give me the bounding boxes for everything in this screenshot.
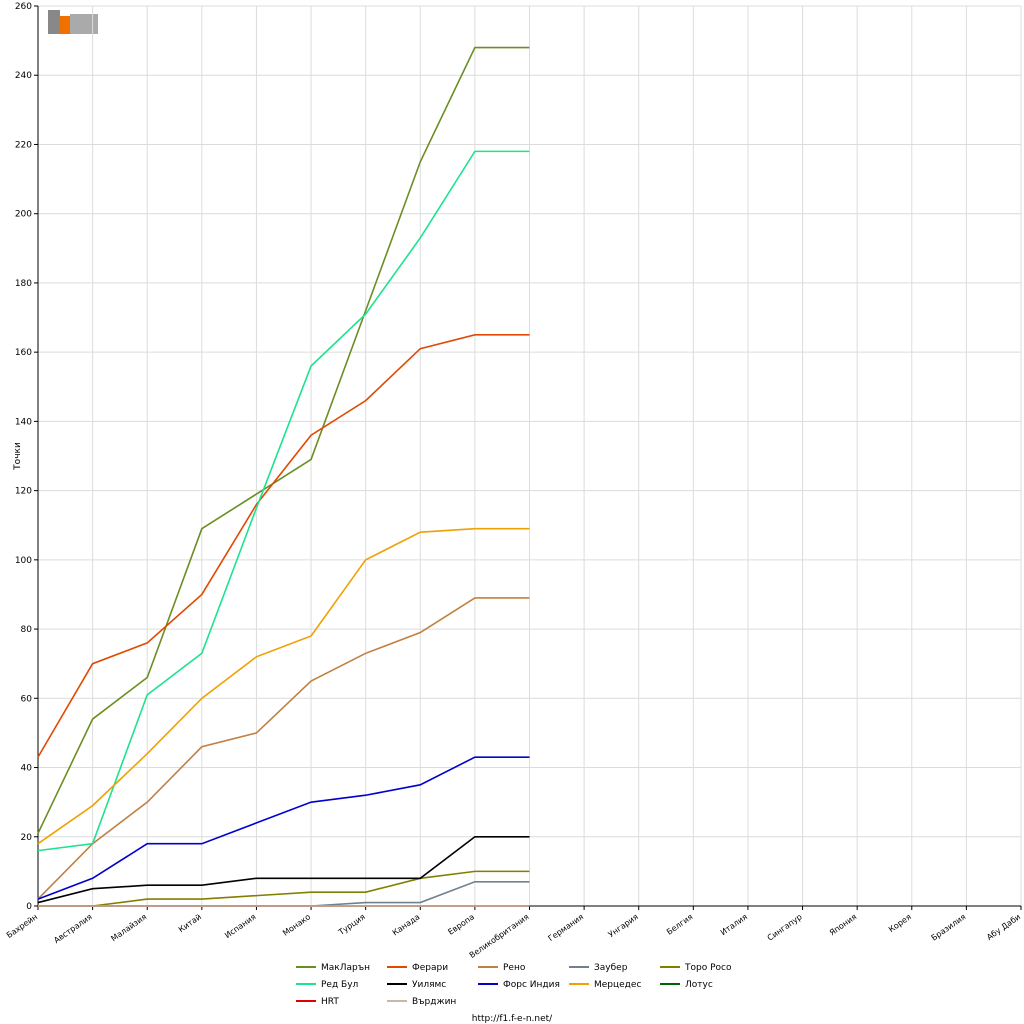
x-tick-label: Корея [887,912,913,934]
x-tick-label: Европа [446,912,476,937]
series-line [37,756,530,900]
x-tick-label: Япония [828,912,859,937]
y-tick-label: 80 [21,625,33,635]
series-line [37,334,530,758]
logo-block [60,16,70,34]
x-tick-label: Бахрейн [5,912,39,940]
x-tick-label: Испания [223,912,258,940]
legend-label: МакЛарън [321,963,370,973]
y-tick-label: 260 [15,2,32,12]
footer: http://f1.f-e-n.net/ [472,1014,553,1024]
series-line [37,835,530,904]
y-tick-label: 140 [15,417,32,427]
x-tick-label: Белгия [665,912,695,937]
x-tick-label: Германия [546,912,585,943]
y-tick-label: 120 [15,487,32,497]
legend-label: Уилямс [412,980,446,990]
y-tick-label: 240 [15,71,32,81]
x-tick-label: Монако [281,912,312,938]
logo [48,10,98,34]
y-tick-label: 100 [15,556,32,566]
legend-label: Торо Росо [684,963,732,973]
y-tick-label: 0 [26,902,32,912]
x-tick-label: Бразилия [930,912,968,942]
legend-label: Мерцедес [594,980,641,990]
x-tick-label: Италия [719,912,749,937]
series-line [37,46,530,834]
legend-label: Ред Бул [321,980,358,990]
logo-block [70,14,98,34]
y-tick-label: 160 [15,348,32,358]
x-tick-label: Австралия [52,912,94,945]
x-tick-label: Канада [391,912,422,937]
y-tick-label: 60 [21,694,33,704]
legend-label: Рено [503,963,526,973]
legend-label: Върджин [412,997,456,1007]
legend-label: HRT [321,997,339,1007]
x-tick-label: Сингапур [766,912,804,942]
x-tick-label: Китай [177,912,203,934]
x-tick-label: Абу Даби [985,912,1022,942]
series-line [37,597,530,900]
legend-label: Лотус [685,980,713,990]
x-tick-label: Великобритания [468,912,531,960]
y-tick-label: 200 [15,210,32,220]
y-tick-label: 220 [15,140,32,150]
legend-label: Форс Индия [503,980,560,990]
series-line [37,527,530,845]
series-line [38,870,530,907]
y-tick-label: 40 [21,764,33,774]
legend-label: Заубер [594,963,628,973]
x-tick-label: Турция [336,912,367,937]
x-tick-label: Унгария [607,912,640,939]
series-line [37,150,530,852]
y-axis-label: Точки [13,442,23,471]
legend-label: Ферари [412,963,448,973]
y-tick-label: 20 [21,833,33,843]
logo-block [48,10,60,34]
x-tick-label: Малайзия [109,912,148,943]
y-tick-label: 180 [15,279,32,289]
